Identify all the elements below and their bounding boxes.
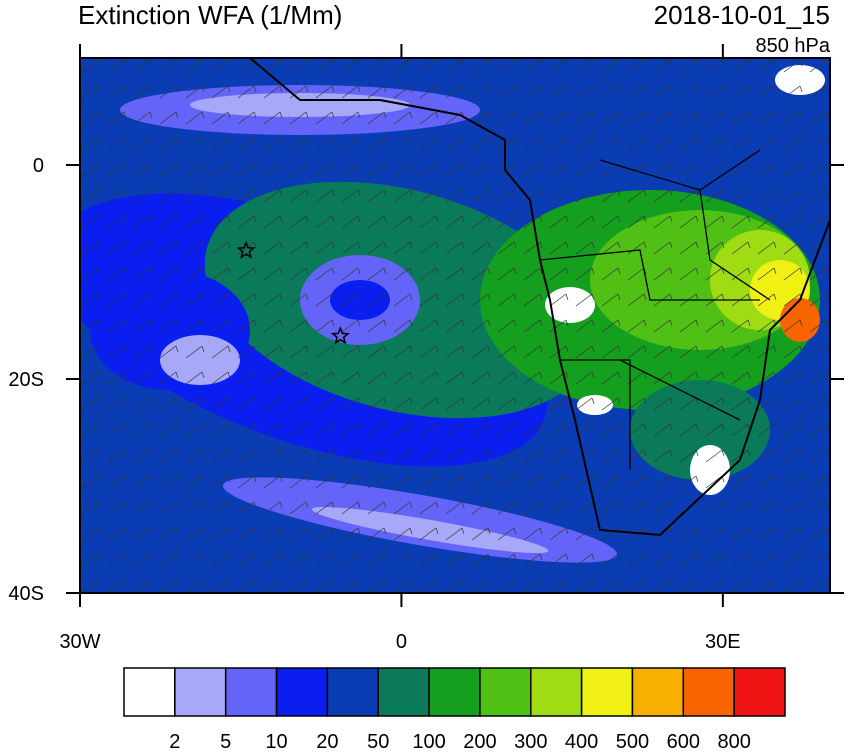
site-marker: [236, 240, 256, 259]
colorbar-swatch: [326, 667, 379, 717]
colorbar-swatch: [733, 667, 786, 717]
y-tick-label: 0: [33, 155, 44, 177]
colorbar-swatch: [479, 667, 532, 717]
colorbar-label: 10: [265, 731, 287, 750]
colorbar-swatch: [123, 667, 176, 717]
colorbar-swatch: [275, 667, 329, 717]
title: Extinction WFA (1/Mm): [78, 0, 342, 30]
colorbar-swatch: [580, 667, 634, 717]
axes: 30W 0 30E 0 20S 40S 2 5 10 20 50 100 200 300 400 500 600…: [8, 44, 844, 753]
colorbar-label: 300: [514, 731, 547, 750]
y-tick-label: 40S: [8, 583, 44, 605]
colorbar-label: 50: [367, 731, 389, 750]
x-tick-label: 30E: [705, 631, 741, 653]
colorbar-label: 20: [316, 731, 338, 750]
colorbar-label: 500: [616, 731, 649, 750]
map-frame: [79, 57, 831, 594]
x-tick-label: 30W: [59, 631, 100, 653]
site-marker: [330, 326, 350, 345]
colorbar-label: 5: [220, 731, 231, 750]
colorbar-swatch: [530, 667, 583, 717]
colorbar-swatch: [428, 667, 481, 717]
colorbar-label: 600: [667, 731, 700, 750]
colorbar-swatch: [631, 667, 685, 717]
colorbar-swatch: [174, 667, 227, 717]
colorbar-label: 200: [463, 731, 496, 750]
colorbar-label: 2: [169, 731, 180, 750]
colorbar-label: 800: [717, 731, 750, 750]
colorbar-swatch: [377, 667, 430, 717]
colorbar-label: 100: [412, 731, 445, 750]
colorbar-swatch: [682, 667, 735, 717]
y-tick-label: 20S: [8, 369, 44, 391]
colorbar-swatch: [224, 667, 278, 717]
colorbar-label: 400: [565, 731, 598, 750]
x-tick-label: 0: [396, 631, 407, 653]
map-field: [80, 58, 830, 593]
level: 850 hPa: [755, 35, 830, 57]
datetime: 2018-10-01_15: [654, 0, 830, 30]
